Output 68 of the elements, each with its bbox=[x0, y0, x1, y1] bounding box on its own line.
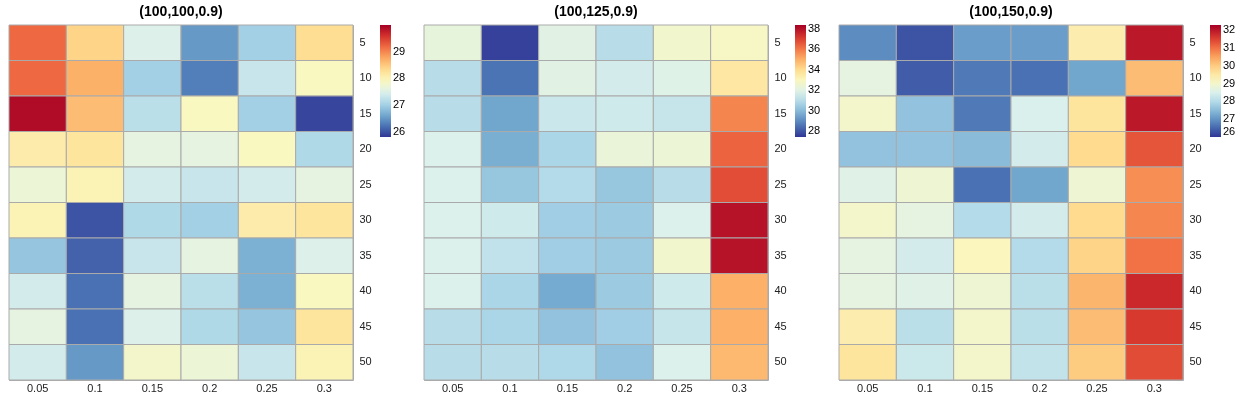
chart-title: (100,150,0.9) bbox=[969, 2, 1053, 19]
x-tick-label: 0.25 bbox=[1086, 381, 1108, 394]
color-bar-label: 30 bbox=[1223, 58, 1236, 71]
x-tick-label: 0.15 bbox=[141, 381, 164, 394]
chart-title: (100,100,0.9) bbox=[139, 2, 223, 19]
x-tick-label: 0.2 bbox=[202, 381, 218, 394]
y-tick-label: 45 bbox=[359, 319, 372, 332]
y-tick-label: 10 bbox=[1189, 71, 1202, 84]
y-tick-label: 40 bbox=[1189, 284, 1202, 297]
x-tick-label: 0.05 bbox=[856, 381, 879, 394]
x-tick-label: 0.3 bbox=[1146, 381, 1162, 394]
y-tick-label: 5 bbox=[1189, 35, 1196, 48]
x-tick-label: 0.3 bbox=[731, 381, 747, 394]
color-bar-label: 32 bbox=[1223, 23, 1236, 36]
x-tick-label: 0.15 bbox=[971, 381, 994, 394]
x-tick-label: 0.1 bbox=[87, 381, 103, 394]
y-tick-label: 20 bbox=[774, 142, 787, 155]
x-tick-label: 0.25 bbox=[256, 381, 278, 394]
y-tick-label: 5 bbox=[359, 35, 366, 48]
color-bar-label: 27 bbox=[1223, 112, 1236, 125]
y-tick-label: 10 bbox=[774, 71, 787, 84]
color-bar-label: 32 bbox=[808, 83, 821, 96]
x-tick-label: 0.05 bbox=[26, 381, 49, 394]
y-tick-label: 35 bbox=[359, 248, 372, 261]
y-tick-label: 50 bbox=[359, 355, 372, 368]
x-tick-label: 0.25 bbox=[671, 381, 693, 394]
color-bar-label: 30 bbox=[808, 103, 821, 116]
chart-title: (100,125,0.9) bbox=[554, 2, 638, 19]
color-bar-label: 29 bbox=[393, 44, 406, 57]
y-tick-label: 30 bbox=[1189, 213, 1202, 226]
color-bar-label: 28 bbox=[393, 71, 406, 84]
y-tick-label: 50 bbox=[1189, 355, 1202, 368]
y-tick-label: 30 bbox=[774, 213, 787, 226]
y-tick-label: 25 bbox=[774, 177, 787, 190]
color-bar-label: 27 bbox=[393, 98, 406, 110]
color-bar-label: 26 bbox=[1223, 125, 1236, 137]
y-tick-label: 20 bbox=[359, 142, 372, 155]
y-tick-label: 15 bbox=[359, 106, 372, 119]
y-tick-label: 15 bbox=[1189, 106, 1202, 119]
y-tick-label: 45 bbox=[774, 319, 787, 332]
x-tick-label: 0.15 bbox=[556, 381, 579, 394]
x-tick-label: 0.05 bbox=[441, 381, 464, 394]
y-tick-label: 50 bbox=[774, 355, 787, 368]
y-tick-label: 40 bbox=[359, 284, 372, 297]
x-tick-label: 0.2 bbox=[617, 381, 633, 394]
y-tick-label: 5 bbox=[774, 35, 781, 48]
y-tick-label: 40 bbox=[774, 284, 787, 297]
y-tick-label: 35 bbox=[774, 248, 787, 261]
y-tick-label: 15 bbox=[774, 106, 787, 119]
y-tick-label: 10 bbox=[359, 71, 372, 84]
y-tick-label: 25 bbox=[359, 177, 372, 190]
x-tick-label: 0.1 bbox=[917, 381, 933, 394]
color-bar-label: 28 bbox=[1223, 94, 1236, 107]
x-tick-label: 0.3 bbox=[316, 381, 332, 394]
color-bar-label: 38 bbox=[808, 22, 821, 35]
color-bar-label: 26 bbox=[393, 124, 406, 137]
color-bar-label: 34 bbox=[808, 62, 821, 75]
x-tick-label: 0.2 bbox=[1032, 381, 1048, 394]
color-bar-label: 28 bbox=[808, 123, 821, 136]
y-tick-label: 35 bbox=[1189, 248, 1202, 261]
y-tick-label: 30 bbox=[359, 213, 372, 226]
x-tick-label: 0.1 bbox=[502, 381, 518, 394]
y-tick-label: 25 bbox=[1189, 177, 1202, 190]
y-tick-label: 45 bbox=[1189, 319, 1202, 332]
color-bar-label: 31 bbox=[1223, 41, 1236, 54]
y-tick-label: 20 bbox=[1189, 142, 1202, 155]
color-bar-label: 36 bbox=[808, 42, 821, 55]
color-bar-label: 29 bbox=[1223, 76, 1236, 89]
